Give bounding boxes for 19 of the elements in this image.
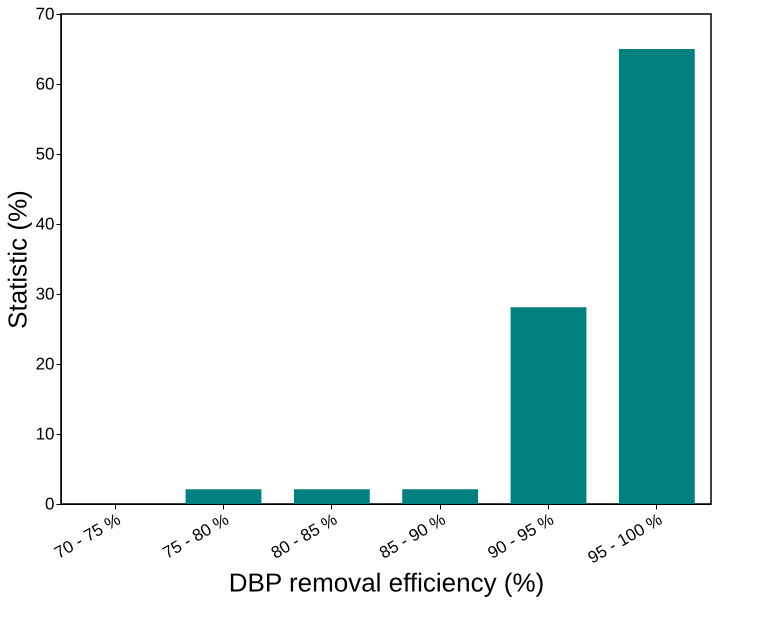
x-tick-label: 80 - 85 % [268, 510, 340, 563]
x-tick-label: 90 - 95 % [484, 510, 557, 563]
y-tick-label: 50 [36, 144, 54, 164]
y-tick-label: 20 [36, 354, 54, 374]
bar [402, 489, 478, 504]
bar [618, 49, 695, 504]
x-tick-label: 85 - 90 % [376, 510, 449, 563]
y-tick-label: 70 [36, 4, 54, 24]
x-axis-title: DBP removal efficiency (%) [228, 567, 544, 598]
bar [510, 307, 586, 504]
y-tick-label: 60 [36, 74, 54, 94]
y-tick-label: 10 [36, 424, 54, 444]
x-tick-label: 75 - 80 % [159, 510, 232, 563]
y-tick-label: 40 [36, 214, 54, 234]
bar [186, 489, 262, 504]
y-axis-title: Statistic (%) [2, 190, 33, 329]
bar [294, 489, 370, 504]
y-tick-label: 30 [36, 284, 54, 304]
x-tick-label: 95 - 100 % [584, 510, 666, 568]
